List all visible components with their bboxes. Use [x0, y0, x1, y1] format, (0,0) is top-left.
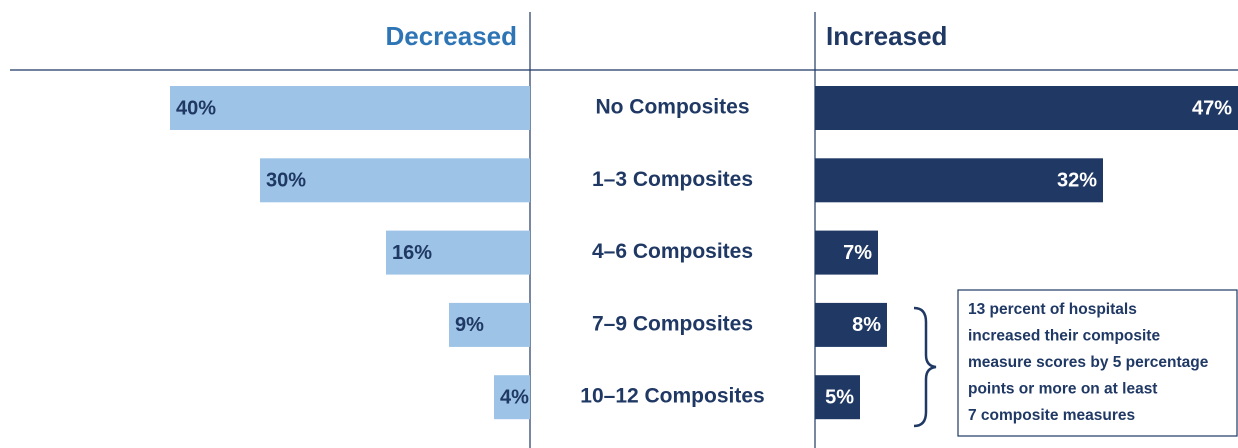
bar-increased: [815, 86, 1238, 130]
legend-decreased: Decreased: [385, 21, 517, 51]
bar-increased: [815, 375, 860, 420]
category-label: 7–9 Composites: [592, 312, 753, 335]
bar-decreased: [449, 302, 530, 347]
legend-increased: Increased: [826, 21, 947, 51]
category-label: 10–12 Composites: [580, 385, 764, 408]
annotation-text: 7 composite measures: [968, 407, 1135, 424]
bar-decreased: [494, 375, 530, 420]
value-label: 30%: [266, 170, 306, 192]
annotation-box: [957, 289, 1238, 437]
bar-decreased: [170, 86, 530, 130]
value-label: 5%: [825, 386, 854, 408]
category-label: No Composites: [595, 96, 749, 119]
annotation-text: 13 percent of hospitals: [968, 301, 1137, 318]
category-label: 1–3 Composites: [592, 168, 753, 191]
value-label: 16%: [392, 242, 432, 264]
value-label: 32%: [1057, 170, 1097, 192]
category-label: 4–6 Composites: [592, 240, 753, 263]
bar-increased: [815, 230, 878, 275]
value-label: 4%: [500, 386, 529, 408]
value-label: 7%: [843, 242, 872, 264]
annotation-text: increased their composite: [968, 328, 1160, 345]
annotation-text: measure scores by 5 percentage: [968, 354, 1209, 371]
annotation-text: points or more on at least: [968, 381, 1157, 398]
value-label: 8%: [852, 314, 881, 336]
bar-decreased: [386, 230, 530, 275]
value-label: 40%: [176, 97, 216, 119]
bar-increased: [815, 302, 887, 347]
bar-decreased: [260, 158, 530, 203]
value-label: 47%: [1192, 97, 1232, 119]
value-label: 9%: [455, 314, 484, 336]
brace: [913, 306, 937, 428]
bar-increased: [815, 158, 1103, 203]
